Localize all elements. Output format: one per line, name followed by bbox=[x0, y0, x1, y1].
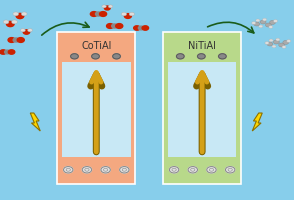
Circle shape bbox=[283, 40, 289, 44]
Circle shape bbox=[21, 12, 27, 16]
Circle shape bbox=[96, 12, 101, 16]
Circle shape bbox=[273, 20, 278, 22]
Circle shape bbox=[188, 167, 198, 173]
Circle shape bbox=[120, 167, 129, 173]
Circle shape bbox=[3, 20, 9, 24]
Circle shape bbox=[17, 38, 24, 42]
Circle shape bbox=[6, 21, 14, 27]
Text: NiTiAl: NiTiAl bbox=[188, 41, 216, 51]
Circle shape bbox=[124, 14, 131, 18]
Circle shape bbox=[256, 19, 260, 22]
Circle shape bbox=[8, 38, 15, 42]
Circle shape bbox=[82, 167, 92, 173]
Circle shape bbox=[198, 54, 205, 59]
Circle shape bbox=[267, 42, 273, 46]
Polygon shape bbox=[252, 113, 262, 131]
Circle shape bbox=[276, 38, 280, 41]
Circle shape bbox=[218, 54, 226, 59]
Polygon shape bbox=[30, 113, 40, 131]
Circle shape bbox=[254, 22, 260, 26]
Bar bbox=[62, 62, 131, 157]
Circle shape bbox=[265, 23, 271, 27]
Circle shape bbox=[92, 54, 99, 59]
Circle shape bbox=[287, 40, 291, 42]
Circle shape bbox=[116, 24, 123, 28]
Circle shape bbox=[269, 26, 273, 28]
Circle shape bbox=[8, 50, 15, 54]
Circle shape bbox=[121, 12, 127, 16]
Circle shape bbox=[142, 26, 148, 30]
Circle shape bbox=[129, 12, 134, 16]
Text: CoTiAl: CoTiAl bbox=[81, 41, 111, 51]
Circle shape bbox=[108, 5, 113, 8]
Circle shape bbox=[106, 24, 113, 28]
Circle shape bbox=[21, 29, 25, 32]
Bar bbox=[57, 32, 135, 184]
Circle shape bbox=[207, 167, 216, 173]
Circle shape bbox=[102, 5, 106, 8]
Circle shape bbox=[169, 167, 179, 173]
Circle shape bbox=[269, 39, 273, 42]
Bar bbox=[168, 62, 236, 157]
Circle shape bbox=[252, 22, 256, 24]
Circle shape bbox=[100, 12, 107, 16]
Circle shape bbox=[138, 26, 144, 30]
Circle shape bbox=[260, 20, 266, 24]
Circle shape bbox=[263, 18, 267, 21]
Circle shape bbox=[101, 167, 110, 173]
Circle shape bbox=[259, 25, 263, 28]
Bar bbox=[163, 32, 241, 184]
Circle shape bbox=[272, 45, 276, 48]
Circle shape bbox=[90, 12, 97, 16]
Circle shape bbox=[265, 42, 269, 44]
Circle shape bbox=[279, 43, 285, 47]
Circle shape bbox=[28, 29, 32, 32]
Circle shape bbox=[134, 26, 140, 30]
Circle shape bbox=[13, 12, 19, 16]
Circle shape bbox=[13, 38, 19, 42]
Circle shape bbox=[23, 30, 30, 34]
Circle shape bbox=[225, 167, 235, 173]
Circle shape bbox=[5, 50, 10, 54]
Circle shape bbox=[64, 167, 73, 173]
Circle shape bbox=[270, 20, 275, 24]
Circle shape bbox=[16, 13, 24, 19]
Circle shape bbox=[71, 54, 78, 59]
Circle shape bbox=[113, 54, 120, 59]
Circle shape bbox=[0, 50, 6, 54]
Circle shape bbox=[104, 6, 110, 10]
Circle shape bbox=[282, 46, 286, 48]
Circle shape bbox=[273, 40, 279, 44]
Circle shape bbox=[112, 24, 118, 28]
Circle shape bbox=[12, 20, 17, 24]
Circle shape bbox=[176, 54, 184, 59]
